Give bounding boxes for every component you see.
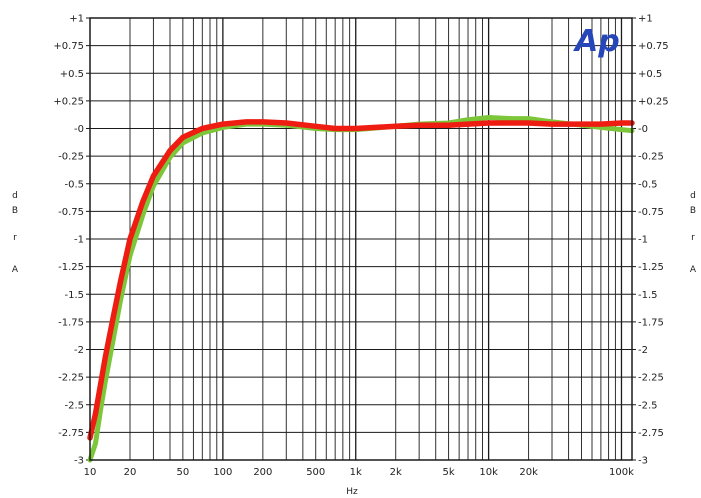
y-tick-label-left: +0.75 <box>53 41 84 52</box>
series-layer <box>87 115 635 463</box>
y-tick-label-right: -1.5 <box>638 290 658 301</box>
y-tick-label-left: -1.75 <box>58 317 84 328</box>
y-tick-label-right: -1 <box>638 235 648 246</box>
y-tick-label-left: -0 <box>74 124 84 135</box>
y-tick-label-right: -2 <box>638 345 648 356</box>
grid <box>86 17 636 461</box>
y-tick-label-right: -2.25 <box>638 373 664 384</box>
x-tick-label: 20 <box>124 467 137 478</box>
y-tick-label-left: -1 <box>74 235 84 246</box>
y-axis-label-left-char: r <box>13 233 17 243</box>
x-tick-label: 100 <box>213 467 232 478</box>
y-tick-label-right: -0.25 <box>638 152 664 163</box>
y-tick-label-left: -0.25 <box>58 152 84 163</box>
y-tick-label-left: +0.25 <box>53 96 84 107</box>
y-tick-label-right: -3 <box>638 456 648 467</box>
x-tick-labels: 10 20 50 100 200 500 1k 2k 5k 10k 20k 100k <box>84 467 634 478</box>
y-tick-label-right: -0 <box>638 124 648 135</box>
x-tick-label: 20k <box>519 467 538 478</box>
y-axis-label-right-char: B <box>690 206 696 216</box>
y-tick-label-right: -2.75 <box>638 428 664 439</box>
y-tick-label-right: -0.75 <box>638 207 664 218</box>
y-tick-label-left: +1 <box>69 14 84 25</box>
y-axis-label-right-char: d <box>690 191 696 201</box>
x-tick-label: 100k <box>609 467 634 478</box>
x-tick-label: 10 <box>84 467 97 478</box>
x-axis-label: Hz <box>346 487 358 497</box>
y-tick-label-left: -2 <box>74 345 84 356</box>
x-tick-label: 10k <box>479 467 498 478</box>
y-tick-label-left: -1.5 <box>64 290 84 301</box>
y-tick-label-right: +1 <box>638 14 653 25</box>
x-tick-label: 1k <box>350 467 362 478</box>
x-tick-label: 2k <box>390 467 402 478</box>
y-tick-label-right: -1.25 <box>638 262 664 273</box>
plot-frame <box>89 17 633 461</box>
y-axis-label-left-char: B <box>12 206 18 216</box>
x-tick-label: 50 <box>177 467 190 478</box>
x-tick-label: 200 <box>253 467 272 478</box>
y-tick-label-left: -3 <box>74 456 84 467</box>
y-tick-label-right: -2.5 <box>638 400 658 411</box>
y-tick-label-right: -1.75 <box>638 317 664 328</box>
y-tick-label-left: -0.75 <box>58 207 84 218</box>
y-axis-label-right-char: r <box>691 233 695 243</box>
y-tick-label-left: -0.5 <box>64 179 84 190</box>
y-tick-label-left: +0.5 <box>60 69 84 80</box>
y-tick-labels-right: +1 +0.75 +0.5 +0.25 -0 -0.25 -0.5 -0.75 -1 -1.25 -… <box>638 14 669 467</box>
y-tick-label-right: +0.75 <box>638 41 669 52</box>
y-axis-label-right: dBr A <box>690 191 697 275</box>
ap-logo: Ap <box>573 24 620 59</box>
y-tick-label-left: -2.5 <box>64 400 84 411</box>
y-tick-label-right: +0.5 <box>638 69 662 80</box>
y-axis-label-left-char: A <box>12 265 19 275</box>
y-tick-label-left: -1.25 <box>58 262 84 273</box>
series-line-2 <box>87 119 635 441</box>
y-tick-label-right: -0.5 <box>638 179 658 190</box>
y-axis-label-right-char: A <box>690 265 697 275</box>
x-tick-label: 5k <box>443 467 455 478</box>
y-axis-label-left-char: d <box>12 191 18 201</box>
x-tick-label: 500 <box>306 467 325 478</box>
y-tick-label-left: -2.25 <box>58 373 84 384</box>
y-axis-label-left: dBr A <box>12 191 19 275</box>
y-tick-label-right: +0.25 <box>638 96 669 107</box>
y-tick-labels-left: +1 +0.75 +0.5 +0.25 -0 -0.25 -0.5 -0.75 -1 -1.25 -… <box>53 14 84 467</box>
y-tick-label-left: -2.75 <box>58 428 84 439</box>
